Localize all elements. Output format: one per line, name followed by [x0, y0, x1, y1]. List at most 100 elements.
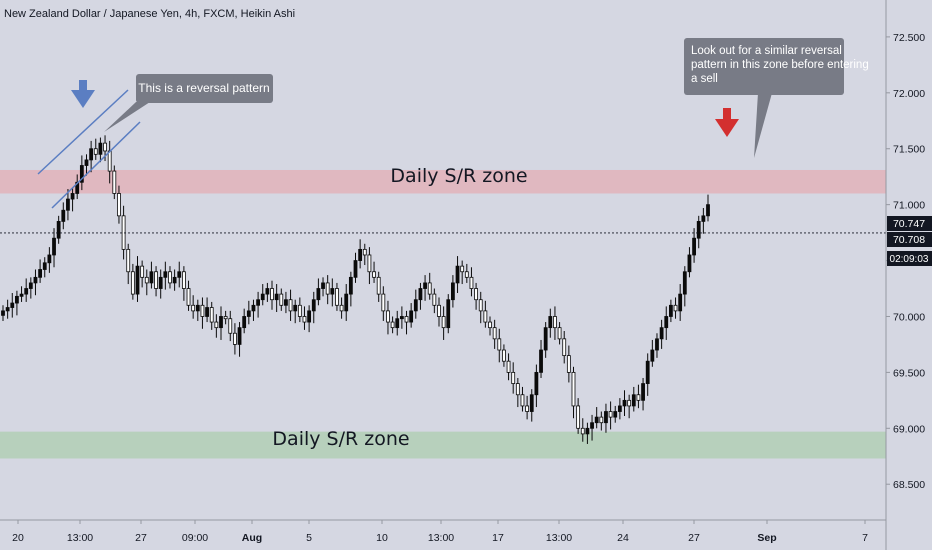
candle-body [126, 248, 131, 273]
candle-body [367, 254, 372, 273]
price-label-b: 70.708 [887, 232, 932, 247]
candle-body [302, 316, 307, 323]
candle-body [177, 271, 182, 278]
time-tick-label: 24 [617, 532, 629, 544]
candle-body [353, 260, 358, 278]
price-label-a: 70.747 [887, 216, 932, 231]
candle-body [274, 293, 279, 301]
candle-body [233, 332, 237, 345]
candle-body [534, 371, 539, 396]
candle-body [223, 316, 228, 320]
candle-body [168, 271, 172, 284]
candle-body [42, 262, 47, 270]
candle-body [562, 338, 567, 357]
time-tick-label: 20 [12, 532, 24, 544]
candle-body [47, 254, 52, 264]
candle-body [112, 170, 117, 194]
candle-body [93, 148, 98, 155]
candle-body [692, 237, 696, 256]
candle-body [460, 265, 465, 273]
candle-body [553, 316, 557, 329]
candle-body [154, 271, 158, 289]
candle-body [195, 304, 200, 312]
candle-body [288, 299, 293, 312]
candle-body [209, 307, 214, 323]
chart-header-title: New Zealand Dollar / Japanese Yen, 4h, F… [4, 8, 296, 20]
candle-body [33, 276, 38, 284]
countdown-label: 02:09:03 [887, 251, 932, 266]
candle-body [84, 159, 89, 166]
candle-body [386, 310, 390, 323]
candle-body [437, 304, 441, 317]
candle-body [52, 237, 56, 256]
candle-body [242, 316, 247, 329]
price-tick-label: 72.000 [893, 88, 925, 100]
candle-body [186, 288, 191, 306]
candle-body [497, 338, 502, 351]
candle-body [664, 316, 669, 329]
candle-body [330, 288, 335, 295]
price-tick-label: 71.000 [893, 200, 925, 212]
candle-body [478, 299, 483, 312]
candle-body [140, 265, 145, 278]
candle-body [246, 310, 251, 317]
lookout-callout: Look out for a similar reversal pattern … [684, 38, 869, 158]
candle-body [61, 209, 66, 222]
candle-body [219, 316, 223, 329]
candle-body [659, 327, 664, 340]
resistance-zone [0, 169, 886, 194]
candle-body [279, 293, 284, 306]
candle-body [423, 282, 427, 289]
candle-body [158, 276, 163, 289]
candle-body [117, 193, 121, 217]
candle-body [28, 282, 33, 289]
candle-body [5, 307, 10, 312]
price-axis[interactable]: 72.50072.00071.50071.00070.50070.00069.5… [886, 32, 925, 491]
candle-body [103, 142, 107, 152]
candle-body [636, 394, 641, 401]
candle-body [311, 299, 316, 312]
candle-body [627, 399, 632, 407]
time-axis[interactable]: 20 13:00 27 09:00 Aug 5 10 13:00 17 13:00 24 27 Sep 7 [12, 520, 868, 544]
candle-body [464, 271, 469, 278]
candle-body [701, 215, 706, 222]
candle-body [650, 349, 655, 362]
candle-body [75, 181, 80, 194]
candle-body [358, 248, 363, 261]
candle-body [511, 371, 516, 384]
price-label-a-text: 70.747 [893, 218, 925, 230]
candle-body [205, 307, 209, 317]
candle-body [668, 304, 673, 317]
time-tick-label: 5 [306, 532, 312, 544]
candle-body [608, 411, 613, 418]
candle-body [682, 271, 687, 295]
candle-body [284, 299, 288, 306]
candle-body [655, 338, 659, 351]
candle-body [631, 394, 636, 407]
candle-body [641, 383, 645, 401]
candle-body [590, 422, 594, 429]
candle-body [571, 371, 576, 407]
candle-body [645, 360, 650, 384]
candle-body [483, 310, 488, 323]
candle-body [543, 327, 548, 351]
candle-body [19, 293, 24, 297]
time-tick-label: 17 [492, 532, 504, 544]
candle-body [335, 288, 339, 306]
candle-body [399, 316, 404, 320]
candle-body [237, 327, 242, 345]
time-tick-label: Aug [242, 532, 262, 544]
candle-body [529, 394, 534, 412]
price-tick-label: 70.000 [893, 311, 925, 323]
candle-body [24, 288, 29, 295]
time-tick-label: Sep [757, 532, 776, 544]
price-label-b-text: 70.708 [893, 234, 925, 246]
candle-body [488, 321, 492, 329]
candle-body [15, 295, 19, 304]
candle-body [265, 288, 270, 295]
candle-body [594, 416, 599, 424]
candle-body [706, 204, 710, 217]
candle-body [362, 248, 367, 256]
candle-body [89, 148, 94, 161]
candle-body [599, 416, 604, 424]
